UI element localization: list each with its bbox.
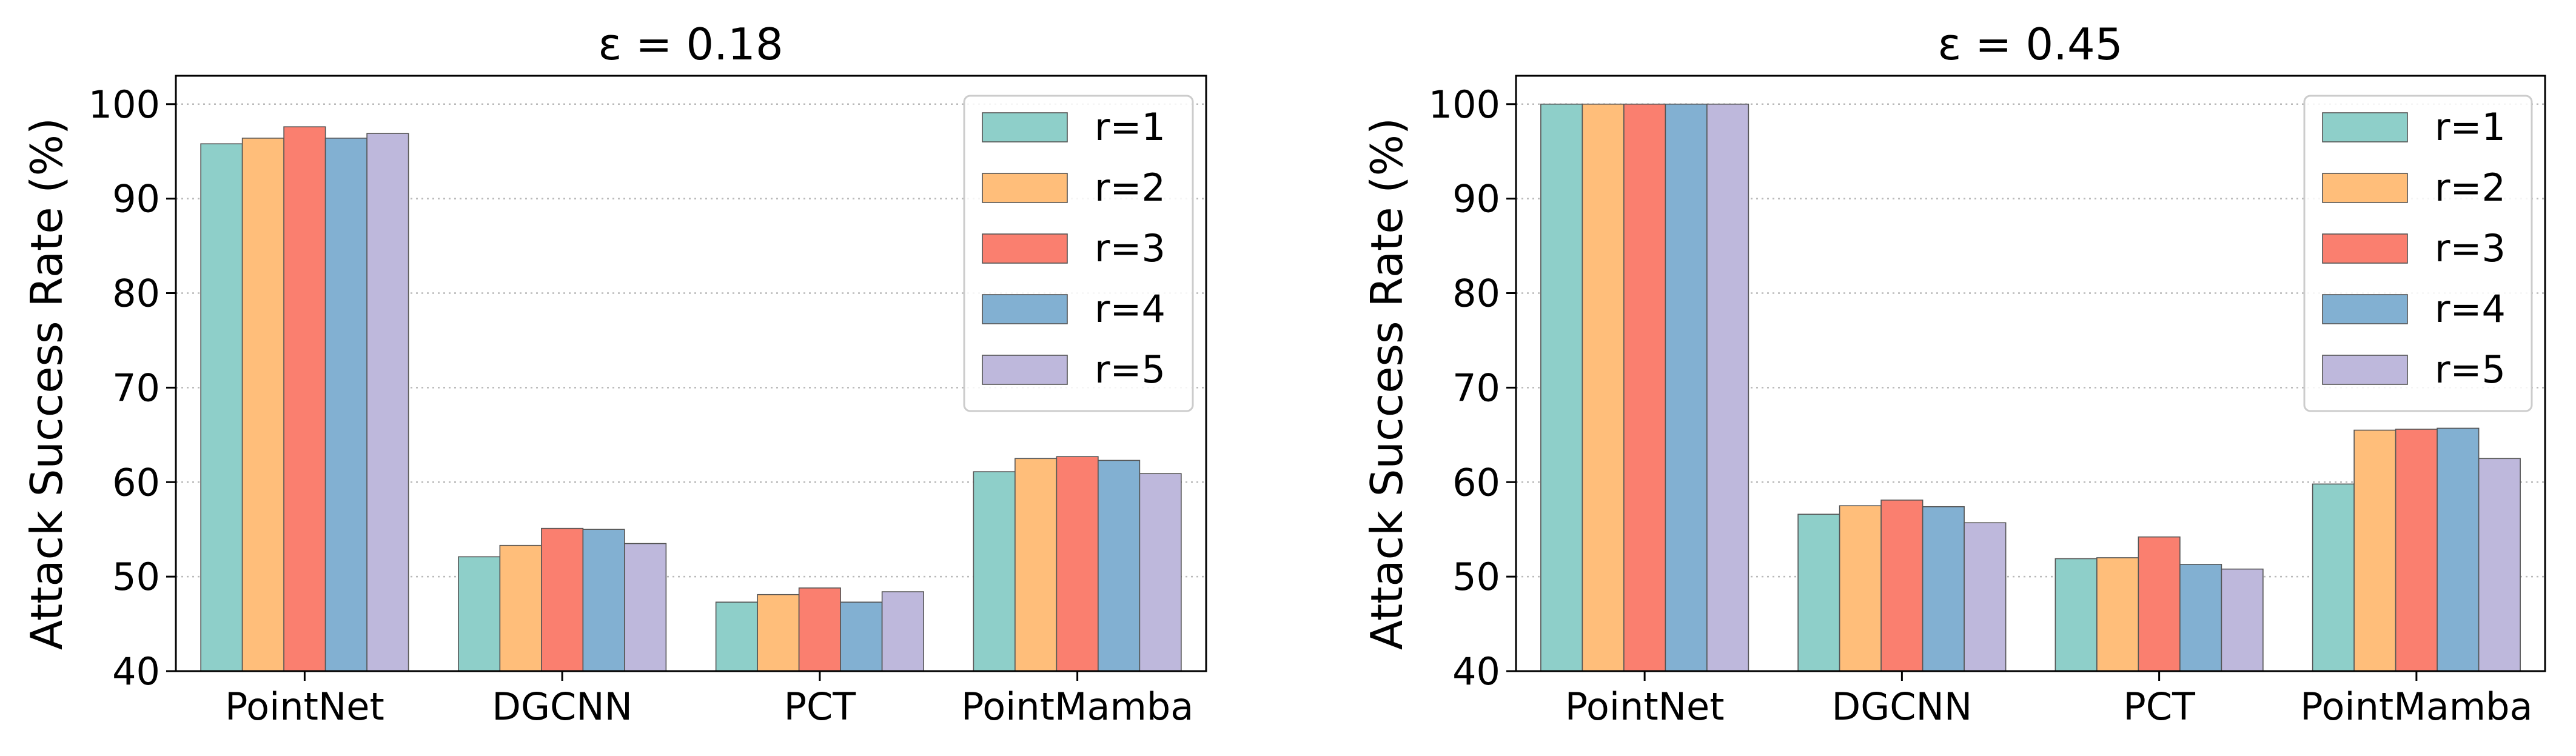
bar-PCT-r=4 bbox=[2179, 564, 2222, 672]
bar-PointNet-r=5 bbox=[366, 133, 409, 672]
y-tick-label: 50 bbox=[112, 555, 160, 599]
legend-swatch-r=3 bbox=[2322, 233, 2408, 264]
legend-label: r=5 bbox=[2435, 347, 2506, 392]
y-tick-label: 70 bbox=[1452, 366, 1500, 410]
legend-swatch-r=5 bbox=[982, 355, 1068, 385]
plot-frame-1 bbox=[1515, 75, 2546, 672]
legend-label: r=3 bbox=[1095, 226, 1166, 270]
bar-DGCNN-r=2 bbox=[499, 544, 542, 672]
y-tick-label: 40 bbox=[1452, 649, 1500, 694]
bar-PointNet-r=3 bbox=[1623, 103, 1666, 672]
bar-PointMamba-r=4 bbox=[1098, 460, 1141, 672]
bar-PointMamba-r=1 bbox=[2312, 483, 2355, 672]
bar-PointMamba-r=3 bbox=[2395, 429, 2438, 672]
bar-PointNet-r=1 bbox=[1540, 103, 1583, 672]
bar-PCT-r=1 bbox=[2054, 558, 2098, 672]
legend-label: r=5 bbox=[1095, 347, 1166, 392]
legend-swatch-r=2 bbox=[982, 173, 1068, 203]
bar-PointMamba-r=2 bbox=[1015, 458, 1058, 672]
legend-0: r=1 r=2 r=3 r=4 r=5 bbox=[963, 95, 1194, 412]
y-tick-label: 90 bbox=[112, 177, 160, 221]
legend-swatch-r=1 bbox=[2322, 112, 2408, 142]
bar-PCT-r=4 bbox=[840, 601, 883, 672]
bar-DGCNN-r=3 bbox=[1880, 500, 1924, 672]
chart-title-1: ε = 0.45 bbox=[1937, 19, 2122, 70]
legend-1: r=1 r=2 r=3 r=4 r=5 bbox=[2303, 95, 2533, 412]
x-tick-label: PCT bbox=[2123, 684, 2196, 729]
bar-PointMamba-r=1 bbox=[973, 471, 1016, 672]
bar-DGCNN-r=2 bbox=[1839, 505, 1882, 672]
legend-swatch-r=5 bbox=[2322, 355, 2408, 385]
y-tick-label: 60 bbox=[1452, 460, 1500, 504]
x-tick-label: DGCNN bbox=[492, 684, 632, 729]
chart-panel-0: ε = 0.18 Attack Success Rate (%) 40 50 60 7… bbox=[21, 19, 1207, 729]
bar-PointMamba-r=4 bbox=[2437, 427, 2480, 672]
bar-PCT-r=3 bbox=[2138, 536, 2181, 672]
bar-DGCNN-r=4 bbox=[1922, 506, 1965, 672]
legend-swatch-r=2 bbox=[2322, 173, 2408, 203]
y-tick-label: 100 bbox=[1429, 82, 1500, 127]
bar-PointNet-r=4 bbox=[1665, 103, 1708, 672]
bar-PointMamba-r=5 bbox=[2478, 458, 2521, 672]
bar-DGCNN-r=5 bbox=[624, 543, 667, 672]
y-ticks-1: 40 50 60 70 80 90 100 bbox=[1429, 82, 1516, 694]
legend-label: r=2 bbox=[2435, 166, 2506, 210]
x-tick-label: PointMamba bbox=[961, 684, 1193, 729]
x-ticks-1: PointNet DGCNN PCT PointMamba bbox=[1565, 671, 2532, 729]
x-tick-label: PointNet bbox=[1565, 684, 1725, 729]
legend-label: r=4 bbox=[2435, 287, 2506, 331]
chart-panel-1: ε = 0.45 Attack Success Rate (%) 40 50 60 7… bbox=[1361, 19, 2546, 729]
legend-label: r=3 bbox=[2435, 226, 2506, 270]
bar-PointMamba-r=3 bbox=[1056, 456, 1099, 672]
y-tick-label: 50 bbox=[1452, 555, 1500, 599]
x-tick-label: PointMamba bbox=[2300, 684, 2532, 729]
y-tick-label: 70 bbox=[112, 366, 160, 410]
y-tick-label: 40 bbox=[112, 649, 160, 694]
bar-DGCNN-r=4 bbox=[582, 529, 625, 672]
legend-label: r=2 bbox=[1095, 166, 1166, 210]
y-tick-label: 80 bbox=[1452, 272, 1500, 316]
legend-swatch-r=3 bbox=[982, 233, 1068, 264]
bar-DGCNN-r=3 bbox=[541, 527, 584, 672]
bar-PCT-r=2 bbox=[757, 594, 800, 672]
bar-PointNet-r=5 bbox=[1706, 103, 1749, 672]
legend-label: r=1 bbox=[1095, 105, 1166, 149]
x-tick-label: DGCNN bbox=[1831, 684, 1972, 729]
bar-PCT-r=3 bbox=[798, 587, 841, 672]
y-axis-label-0: Attack Success Rate (%) bbox=[21, 118, 72, 650]
bars-0 bbox=[200, 126, 1182, 672]
bar-PCT-r=2 bbox=[2096, 557, 2139, 672]
bar-DGCNN-r=1 bbox=[458, 556, 501, 672]
bar-PCT-r=1 bbox=[715, 601, 758, 672]
bar-PCT-r=5 bbox=[2221, 568, 2264, 672]
legend-swatch-r=4 bbox=[982, 294, 1068, 324]
legend-swatch-r=4 bbox=[2322, 294, 2408, 324]
y-tick-label: 100 bbox=[89, 82, 160, 127]
legend-swatch-r=1 bbox=[982, 112, 1068, 142]
y-ticks-0: 40 50 60 70 80 90 100 bbox=[89, 82, 176, 694]
bar-PointNet-r=1 bbox=[200, 143, 243, 672]
bar-PointMamba-r=5 bbox=[1139, 473, 1182, 672]
bar-PointNet-r=3 bbox=[283, 126, 326, 672]
x-tick-label: PointNet bbox=[225, 684, 384, 729]
y-tick-label: 90 bbox=[1452, 177, 1500, 221]
bar-PointMamba-r=2 bbox=[2353, 429, 2397, 672]
y-tick-label: 60 bbox=[112, 460, 160, 504]
bar-PointNet-r=2 bbox=[241, 138, 284, 672]
bar-PCT-r=5 bbox=[881, 591, 924, 672]
x-ticks-0: PointNet DGCNN PCT PointMamba bbox=[225, 671, 1193, 729]
x-tick-label: PCT bbox=[784, 684, 857, 729]
bar-PointNet-r=4 bbox=[324, 138, 367, 672]
y-axis-label-1: Attack Success Rate (%) bbox=[1361, 118, 1412, 650]
legend-label: r=1 bbox=[2435, 105, 2506, 149]
bar-DGCNN-r=5 bbox=[1964, 522, 2007, 672]
bar-DGCNN-r=1 bbox=[1797, 513, 1840, 672]
plot-frame-0 bbox=[175, 75, 1207, 672]
bars-1 bbox=[1540, 103, 2521, 672]
bar-PointNet-r=2 bbox=[1581, 103, 1625, 672]
y-tick-label: 80 bbox=[112, 272, 160, 316]
chart-title-0: ε = 0.18 bbox=[598, 19, 783, 70]
legend-label: r=4 bbox=[1095, 287, 1166, 331]
